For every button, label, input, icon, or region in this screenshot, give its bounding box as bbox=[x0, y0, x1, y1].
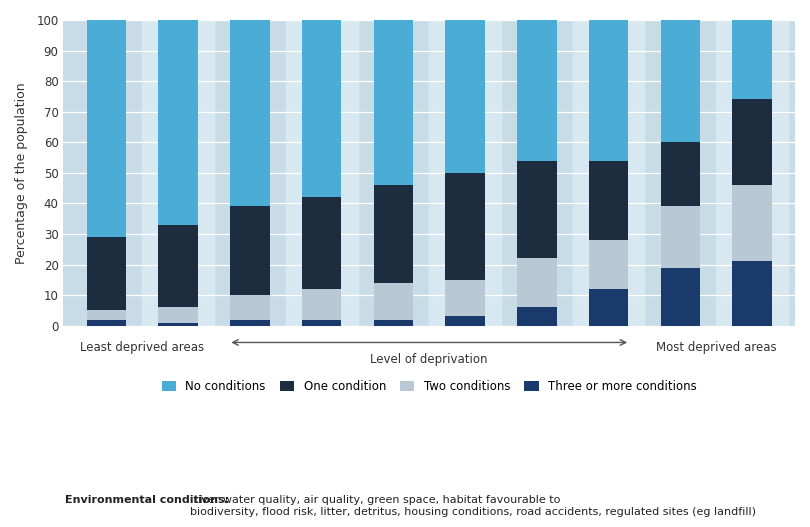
Bar bbox=[716, 20, 788, 326]
Bar bbox=[660, 268, 700, 326]
Bar bbox=[517, 258, 556, 307]
Bar bbox=[159, 323, 198, 326]
Bar bbox=[87, 319, 126, 326]
Text: river water quality, air quality, green space, habitat favourable to
biodiversit: river water quality, air quality, green … bbox=[190, 495, 757, 517]
Bar bbox=[517, 307, 556, 326]
Bar bbox=[143, 20, 214, 326]
Bar bbox=[302, 20, 341, 197]
Bar bbox=[660, 142, 700, 207]
Bar bbox=[732, 20, 772, 100]
Bar bbox=[302, 197, 341, 289]
Bar bbox=[373, 185, 413, 283]
Bar bbox=[660, 20, 700, 142]
Bar bbox=[446, 280, 485, 317]
Bar bbox=[660, 207, 700, 268]
Text: Level of deprivation: Level of deprivation bbox=[370, 353, 488, 366]
Bar bbox=[373, 283, 413, 319]
Bar bbox=[732, 185, 772, 261]
Bar bbox=[87, 20, 126, 237]
Bar bbox=[159, 20, 198, 225]
Bar bbox=[230, 295, 270, 319]
Bar bbox=[87, 310, 126, 319]
Bar bbox=[732, 100, 772, 185]
Bar bbox=[446, 317, 485, 326]
Text: Environmental conditions:: Environmental conditions: bbox=[65, 495, 229, 505]
Bar bbox=[286, 20, 357, 326]
Legend: No conditions, One condition, Two conditions, Three or more conditions: No conditions, One condition, Two condit… bbox=[162, 380, 697, 393]
Bar bbox=[589, 289, 629, 326]
Bar bbox=[373, 20, 413, 185]
Y-axis label: Percentage of the population: Percentage of the population bbox=[15, 82, 28, 264]
Bar bbox=[230, 207, 270, 295]
Bar bbox=[159, 307, 198, 323]
Bar bbox=[517, 20, 556, 161]
Bar bbox=[373, 319, 413, 326]
Bar bbox=[87, 237, 126, 310]
Bar bbox=[302, 319, 341, 326]
Text: Least deprived areas: Least deprived areas bbox=[80, 341, 204, 354]
Bar bbox=[573, 20, 645, 326]
Bar bbox=[732, 261, 772, 326]
Bar bbox=[446, 173, 485, 280]
Bar bbox=[302, 289, 341, 319]
Bar bbox=[446, 20, 485, 173]
Bar bbox=[589, 161, 629, 240]
Bar bbox=[429, 20, 501, 326]
Bar bbox=[589, 240, 629, 289]
Bar bbox=[230, 319, 270, 326]
Bar bbox=[230, 20, 270, 207]
Bar bbox=[517, 161, 556, 258]
Bar bbox=[159, 225, 198, 307]
Text: Most deprived areas: Most deprived areas bbox=[656, 341, 777, 354]
Bar bbox=[589, 20, 629, 161]
